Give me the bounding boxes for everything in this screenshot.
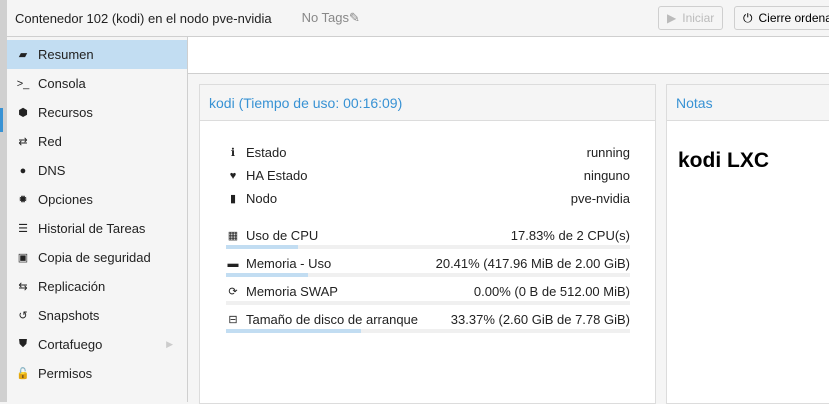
tags-label: No Tags [302,10,349,25]
usage-row: ▦ Uso de CPU 17.83% de 2 CPU(s) [226,228,630,243]
sidebar-item-label: DNS [38,163,65,178]
shutdown-button[interactable]: ⏻ Cierre ordenado [734,6,829,30]
power-icon: ⏻ [743,11,753,26]
hdd-icon: ⊟ [226,313,240,326]
usage-label: Uso de CPU [246,228,318,243]
pencil-icon: ✎ [349,10,360,25]
refresh-icon: ⟳ [226,285,240,298]
info-label: HA Estado [246,168,307,183]
sidebar-item-recursos[interactable]: ⬢ Recursos [7,98,187,127]
usage-progress-fill [226,245,298,249]
notes-title: Notas [667,85,829,121]
memory-icon: ▬ [226,258,240,270]
retweet-icon: ⇆ [16,280,30,293]
sidebar-item-label: Snapshots [38,308,99,323]
start-button[interactable]: ▶ Iniciar [658,6,723,30]
heartbeat-icon: ♥ [226,170,240,182]
usage-progress-bar [226,273,630,277]
notes-content: kodi LXC [678,149,769,173]
usage-value: 17.83% de 2 CPU(s) [511,228,630,243]
page-title: Contenedor 102 (kodi) en el nodo pve-nvi… [15,11,272,26]
summary-panel: kodi (Tiempo de uso: 00:16:09) ℹ Estado ru… [199,84,656,404]
unlock-icon: 🔓 [16,367,30,380]
sidebar-item-dns[interactable]: ● DNS [7,156,187,185]
usage-row: ⊟ Tamaño de disco de arranque 33.37% (2.60… [226,312,630,327]
sidebar: ▰ Resumen >_ Consola ⬢ Recursos ⇄ Red ● DNS ✹ Opcio… [7,37,188,402]
book-icon: ▰ [16,48,30,61]
info-label: Estado [246,145,286,160]
shutdown-label: Cierre ordenado [759,11,829,25]
info-row: ♥ HA Estado ninguno [226,168,630,183]
toolbar [188,37,829,74]
info-row: ▮ Nodo pve-nvidia [226,191,630,206]
cube-icon: ⬢ [16,106,30,119]
sidebar-item-label: Copia de seguridad [38,250,151,265]
sidebar-item-permisos[interactable]: 🔓 Permisos [7,359,187,388]
summary-title: kodi (Tiempo de uso: 00:16:09) [200,85,655,121]
sidebar-item-label: Permisos [38,366,92,381]
list-icon: ☰ [16,222,30,235]
sidebar-item-label: Red [38,134,62,149]
info-icon: ℹ [226,146,240,159]
sidebar-item-label: Cortafuego [38,337,102,352]
exchange-icon: ⇄ [16,135,30,148]
sidebar-item-label: Opciones [38,192,93,207]
sidebar-item-label: Recursos [38,105,93,120]
server-icon: ▮ [226,192,240,205]
tags-edit[interactable]: No Tags✎ [302,10,360,26]
gear-icon: ✹ [16,193,30,206]
sidebar-item-label: Consola [38,76,86,91]
usage-progress-bar [226,329,630,333]
info-value: running [587,145,630,160]
header: Contenedor 102 (kodi) en el nodo pve-nvi… [7,0,829,37]
usage-progress-fill [226,329,361,333]
sidebar-item-historial-de-tareas[interactable]: ☰ Historial de Tareas [7,214,187,243]
usage-label: Tamaño de disco de arranque [246,312,418,327]
info-value: ninguno [584,168,630,183]
sidebar-item-replicaci-n[interactable]: ⇆ Replicación [7,272,187,301]
sidebar-item-red[interactable]: ⇄ Red [7,127,187,156]
sidebar-item-label: Resumen [38,47,94,62]
sidebar-item-resumen[interactable]: ▰ Resumen [7,40,187,69]
usage-row: ⟳ Memoria SWAP 0.00% (0 B de 512.00 MiB) [226,284,630,299]
globe-icon: ● [16,165,30,177]
chevron-right-icon[interactable]: ▶ [166,339,173,350]
usage-row: ▬ Memoria - Uso 20.41% (417.96 MiB de 2.00… [226,256,630,271]
cpu-icon: ▦ [226,229,240,242]
usage-value: 0.00% (0 B de 512.00 MiB) [474,284,630,299]
history-icon: ↺ [16,309,30,322]
usage-progress-fill [226,273,308,277]
sidebar-item-copia-de-seguridad[interactable]: ▣ Copia de seguridad [7,243,187,272]
sidebar-item-snapshots[interactable]: ↺ Snapshots [7,301,187,330]
play-icon: ▶ [667,11,676,25]
sidebar-item-cortafuego[interactable]: ⛊ Cortafuego ▶ [7,330,187,359]
info-value: pve-nvidia [571,191,630,206]
terminal-icon: >_ [16,78,30,90]
start-label: Iniciar [682,11,714,25]
sidebar-item-consola[interactable]: >_ Consola [7,69,187,98]
info-label: Nodo [246,191,277,206]
info-row: ℹ Estado running [226,145,630,160]
sidebar-item-label: Replicación [38,279,105,294]
usage-progress-bar [226,301,630,305]
left-edge [0,0,7,402]
floppy-icon: ▣ [16,251,30,264]
usage-label: Memoria - Uso [246,256,331,271]
usage-label: Memoria SWAP [246,284,338,299]
sidebar-item-label: Historial de Tareas [38,221,145,236]
sidebar-item-opciones[interactable]: ✹ Opciones [7,185,187,214]
usage-progress-bar [226,245,630,249]
usage-value: 20.41% (417.96 MiB de 2.00 GiB) [436,256,630,271]
notes-panel: Notas kodi LXC [666,84,829,404]
shield-icon: ⛊ [16,338,30,351]
usage-value: 33.37% (2.60 GiB de 7.78 GiB) [451,312,630,327]
